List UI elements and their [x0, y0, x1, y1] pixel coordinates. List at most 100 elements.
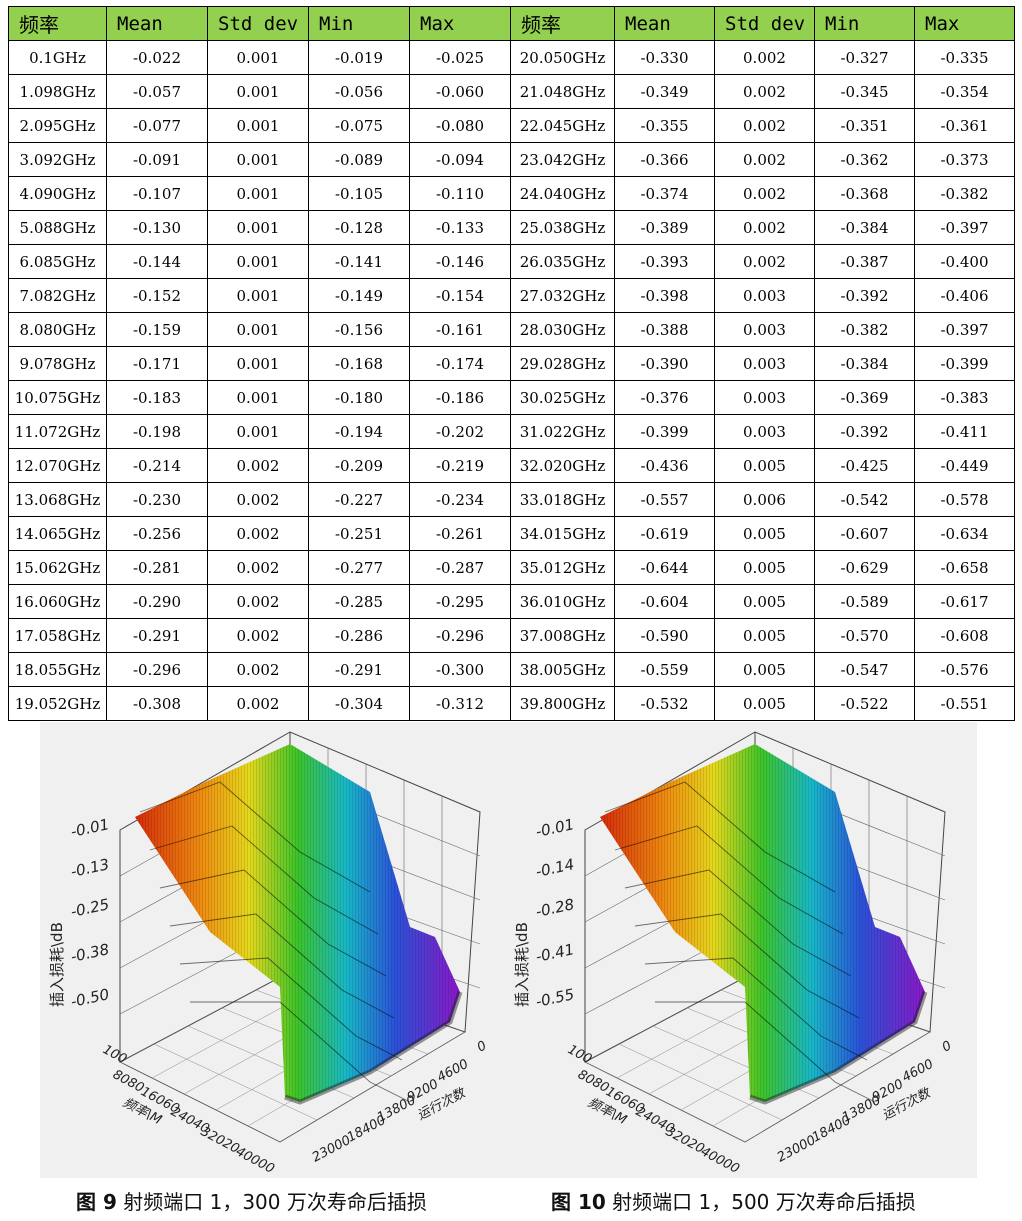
z-axis-label: 插入损耗\dB — [513, 922, 531, 1007]
table-cell: -0.392 — [814, 414, 915, 449]
table-cell: 0.002 — [714, 74, 815, 109]
table-cell: 0.003 — [714, 380, 815, 415]
z-tick-label: -0.01 — [534, 815, 576, 841]
table-cell: -0.168 — [308, 346, 410, 381]
table-cell: -0.383 — [914, 380, 1015, 415]
table-body: 0.1GHz -0.022 0.001 -0.019 -0.025 20.050GHz -0… — [8, 40, 1015, 721]
table-cell: -0.390 — [614, 346, 715, 381]
table-cell: -0.542 — [814, 482, 915, 517]
table-cell: -0.180 — [308, 380, 410, 415]
table-row: 2.095GHz -0.077 0.001 -0.075 -0.080 22.045GHz… — [8, 108, 1015, 143]
z-tick-label: -0.14 — [534, 855, 576, 881]
table-cell: 0.003 — [714, 278, 815, 313]
table-cell: -0.384 — [814, 346, 915, 381]
count-tick-label: 0 — [940, 1038, 954, 1055]
table-cell: 18.055GHz — [8, 652, 107, 687]
table-cell: 0.005 — [714, 686, 815, 721]
table-cell: -0.327 — [814, 40, 915, 75]
table-cell: -0.219 — [409, 448, 511, 483]
table-cell: -0.570 — [814, 618, 915, 653]
table-cell: 0.001 — [207, 176, 309, 211]
table-cell: -0.312 — [409, 686, 511, 721]
table-cell: 0.006 — [714, 482, 815, 517]
table-cell: 0.005 — [714, 584, 815, 619]
table-cell: -0.576 — [914, 652, 1015, 687]
table-cell: 37.008GHz — [510, 618, 615, 653]
column-header: Max — [409, 6, 511, 41]
table-cell: -0.105 — [308, 176, 410, 211]
z-tick-label: -0.01 — [69, 815, 111, 841]
table-cell: -0.532 — [614, 686, 715, 721]
table-cell: -0.281 — [106, 550, 208, 585]
table-cell: -0.128 — [308, 210, 410, 245]
table-cell: 5.088GHz — [8, 210, 107, 245]
table-cell: 11.072GHz — [8, 414, 107, 449]
table-cell: -0.361 — [914, 108, 1015, 143]
table-cell: -0.617 — [914, 584, 1015, 619]
table-cell: -0.234 — [409, 482, 511, 517]
table-row: 14.065GHz -0.256 0.002 -0.251 -0.261 34.015GH… — [8, 516, 1015, 551]
table-cell: -0.094 — [409, 142, 511, 177]
z-tick-label: -0.38 — [69, 940, 111, 966]
table-cell: -0.295 — [409, 584, 511, 619]
table-cell: -0.091 — [106, 142, 208, 177]
table-cell: -0.376 — [614, 380, 715, 415]
table-cell: -0.604 — [614, 584, 715, 619]
surface-plot-port1-3m: -0.01-0.13-0.25-0.38-0.50插入损耗\dB10080801… — [48, 731, 489, 1177]
table-cell: -0.080 — [409, 108, 511, 143]
table-cell: -0.578 — [914, 482, 1015, 517]
table-cell: 0.002 — [714, 40, 815, 75]
table-cell: 0.002 — [207, 686, 309, 721]
table-cell: -0.019 — [308, 40, 410, 75]
table-cell: -0.345 — [814, 74, 915, 109]
table-cell: -0.194 — [308, 414, 410, 449]
table-cell: 7.082GHz — [8, 278, 107, 313]
table-cell: 0.1GHz — [8, 40, 107, 75]
table-cell: 0.001 — [207, 380, 309, 415]
table-cell: -0.436 — [614, 448, 715, 483]
table-cell: -0.590 — [614, 618, 715, 653]
table-cell: 20.050GHz — [510, 40, 615, 75]
table-cell: -0.285 — [308, 584, 410, 619]
table-cell: -0.296 — [106, 652, 208, 687]
table-cell: -0.056 — [308, 74, 410, 109]
table-cell: -0.406 — [914, 278, 1015, 313]
table-cell: -0.373 — [914, 142, 1015, 177]
table-cell: 16.060GHz — [8, 584, 107, 619]
table-cell: -0.171 — [106, 346, 208, 381]
table-cell: -0.547 — [814, 652, 915, 687]
freq-tick-label: 40000 — [233, 1144, 277, 1177]
z-tick-label: -0.50 — [69, 985, 111, 1011]
z-tick-label: -0.25 — [69, 895, 111, 921]
table-cell: 0.001 — [207, 210, 309, 245]
table-cell: 0.005 — [714, 516, 815, 551]
insertion-loss-table: 频率 Mean Std dev Min Max 频率 Mean Std dev Min Max 0… — [8, 6, 1015, 721]
table-cell: -0.186 — [409, 380, 511, 415]
table-cell: -0.399 — [914, 346, 1015, 381]
table-cell: -0.330 — [614, 40, 715, 75]
table-cell: -0.075 — [308, 108, 410, 143]
z-tick-label: -0.41 — [534, 940, 576, 966]
table-cell: 12.070GHz — [8, 448, 107, 483]
table-cell: 34.015GHz — [510, 516, 615, 551]
table-row: 3.092GHz -0.091 0.001 -0.089 -0.094 23.042GHz… — [8, 142, 1015, 177]
table-row: 19.052GHz -0.308 0.002 -0.304 -0.312 39.800GH… — [8, 686, 1015, 721]
table-row: 1.098GHz -0.057 0.001 -0.056 -0.060 21.048GHz… — [8, 74, 1015, 109]
table-cell: -0.107 — [106, 176, 208, 211]
table-cell: 29.028GHz — [510, 346, 615, 381]
table-cell: 0.001 — [207, 108, 309, 143]
table-cell: -0.393 — [614, 244, 715, 279]
count-tick-label: 4600 — [900, 1057, 936, 1086]
count-tick-label: 18400 — [345, 1113, 389, 1146]
table-cell: -0.230 — [106, 482, 208, 517]
table-cell: 0.002 — [207, 482, 309, 517]
table-cell: 0.002 — [714, 210, 815, 245]
count-tick-label: 18400 — [810, 1113, 854, 1146]
table-cell: 13.068GHz — [8, 482, 107, 517]
column-header: 频率 — [510, 6, 615, 41]
column-header: Min — [308, 6, 410, 41]
table-cell: -0.277 — [308, 550, 410, 585]
z-axis-label: 插入损耗\dB — [48, 922, 66, 1007]
table-cell: 4.090GHz — [8, 176, 107, 211]
table-cell: -0.077 — [106, 108, 208, 143]
